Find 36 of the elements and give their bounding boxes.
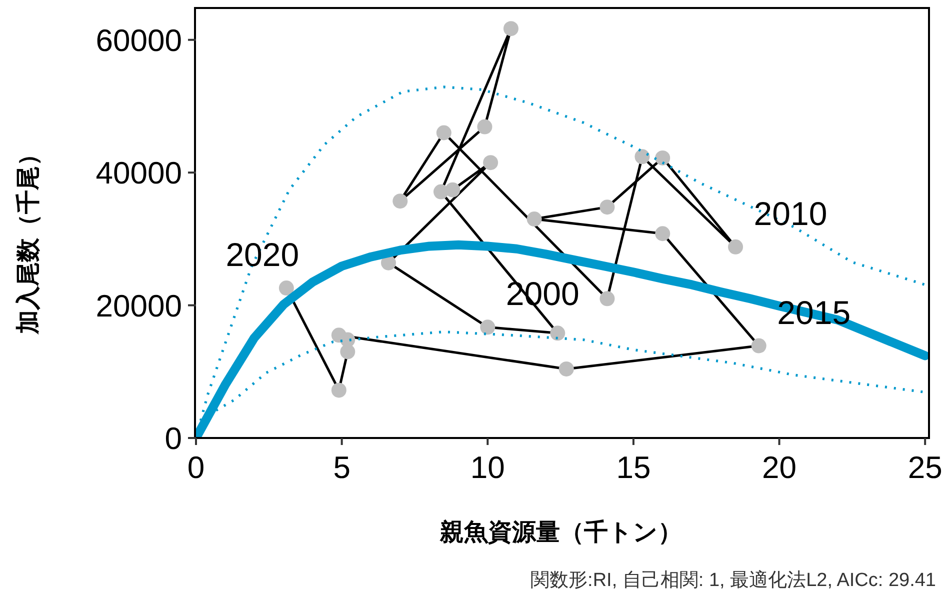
y-tick-label: 60000 — [96, 22, 182, 58]
x-tick-label: 0 — [187, 450, 205, 485]
point — [600, 291, 615, 306]
text: 関数形:RI, 自己相関: 1, 最適化法L2, AICc: 29.41 — [530, 569, 936, 591]
x-tick-label: 5 — [333, 450, 350, 485]
point — [634, 149, 650, 164]
point — [751, 338, 766, 354]
y-tick-label: 40000 — [96, 156, 182, 191]
point — [655, 150, 670, 166]
point — [278, 280, 294, 296]
point — [331, 382, 346, 398]
point — [558, 361, 574, 376]
point — [380, 255, 396, 270]
point — [340, 344, 356, 360]
point — [600, 200, 615, 215]
y-tick-label: 0 — [164, 421, 182, 456]
y-axis-title: 加入尾数（千尾） — [15, 142, 42, 335]
x-axis-title: 親魚資源量（千トン） — [439, 519, 682, 546]
x-tick-label: 15 — [616, 450, 651, 485]
point — [503, 21, 518, 36]
point — [392, 194, 408, 209]
annotation: 2020 — [226, 236, 300, 274]
x-tick-label: 10 — [470, 450, 505, 485]
point — [526, 212, 542, 227]
point — [655, 226, 670, 242]
point — [483, 155, 498, 170]
point — [436, 125, 452, 140]
point — [477, 119, 492, 134]
y-tick-label: 20000 — [96, 288, 182, 324]
point — [480, 320, 496, 335]
point — [728, 239, 744, 254]
point — [550, 326, 566, 341]
point — [433, 184, 448, 200]
annotation: 2010 — [754, 194, 828, 232]
x-tick-label: 25 — [908, 450, 942, 485]
x-tick-label: 20 — [762, 450, 797, 485]
